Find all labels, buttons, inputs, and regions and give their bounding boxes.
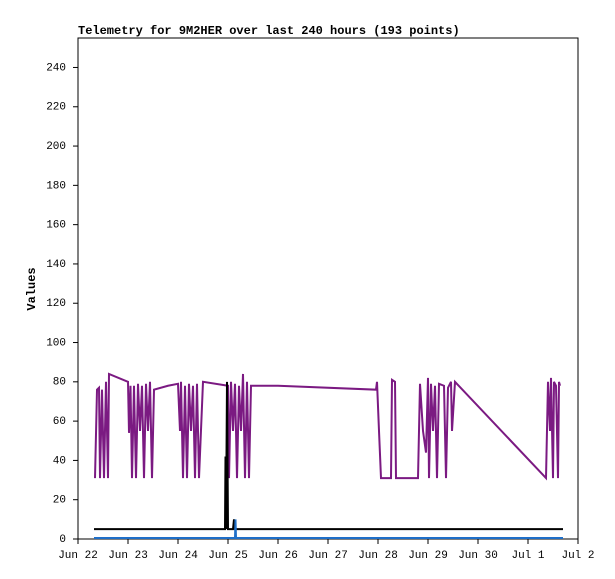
y-tick-label: 200 bbox=[46, 141, 66, 153]
series-line bbox=[94, 381, 563, 531]
y-tick-label: 60 bbox=[53, 416, 66, 428]
y-tick-label: 240 bbox=[46, 62, 66, 74]
x-tick-label: Jun 25 bbox=[208, 550, 248, 562]
chart-title: Telemetry for 9M2HER over last 240 hours… bbox=[78, 24, 460, 38]
x-tick-label: Jul 1 bbox=[511, 550, 544, 562]
x-tick-label: Jun 27 bbox=[308, 550, 348, 562]
y-axis-label: Values bbox=[25, 267, 39, 310]
x-tick-label: Jun 29 bbox=[408, 550, 448, 562]
y-tick-label: 20 bbox=[53, 495, 66, 507]
x-tick-label: Jun 24 bbox=[158, 550, 198, 562]
x-tick-label: Jul 2 bbox=[561, 550, 594, 562]
x-tick-label: Jun 23 bbox=[108, 550, 148, 562]
series-line bbox=[94, 372, 561, 481]
x-tick-label: Jun 22 bbox=[58, 550, 98, 562]
y-tick-label: 40 bbox=[53, 455, 66, 467]
y-tick-label: 100 bbox=[46, 337, 66, 349]
series-line bbox=[94, 519, 563, 540]
y-tick-label: 160 bbox=[46, 220, 66, 232]
y-tick-label: 0 bbox=[59, 534, 66, 546]
x-tick-label: Jun 26 bbox=[258, 550, 298, 562]
y-tick-label: 180 bbox=[46, 180, 66, 192]
y-tick-label: 220 bbox=[46, 102, 66, 114]
x-tick-label: Jun 28 bbox=[358, 550, 398, 562]
y-tick-label: 80 bbox=[53, 377, 66, 389]
y-tick-label: 140 bbox=[46, 259, 66, 271]
y-tick-label: 120 bbox=[46, 298, 66, 310]
x-tick-label: Jun 30 bbox=[458, 550, 498, 562]
